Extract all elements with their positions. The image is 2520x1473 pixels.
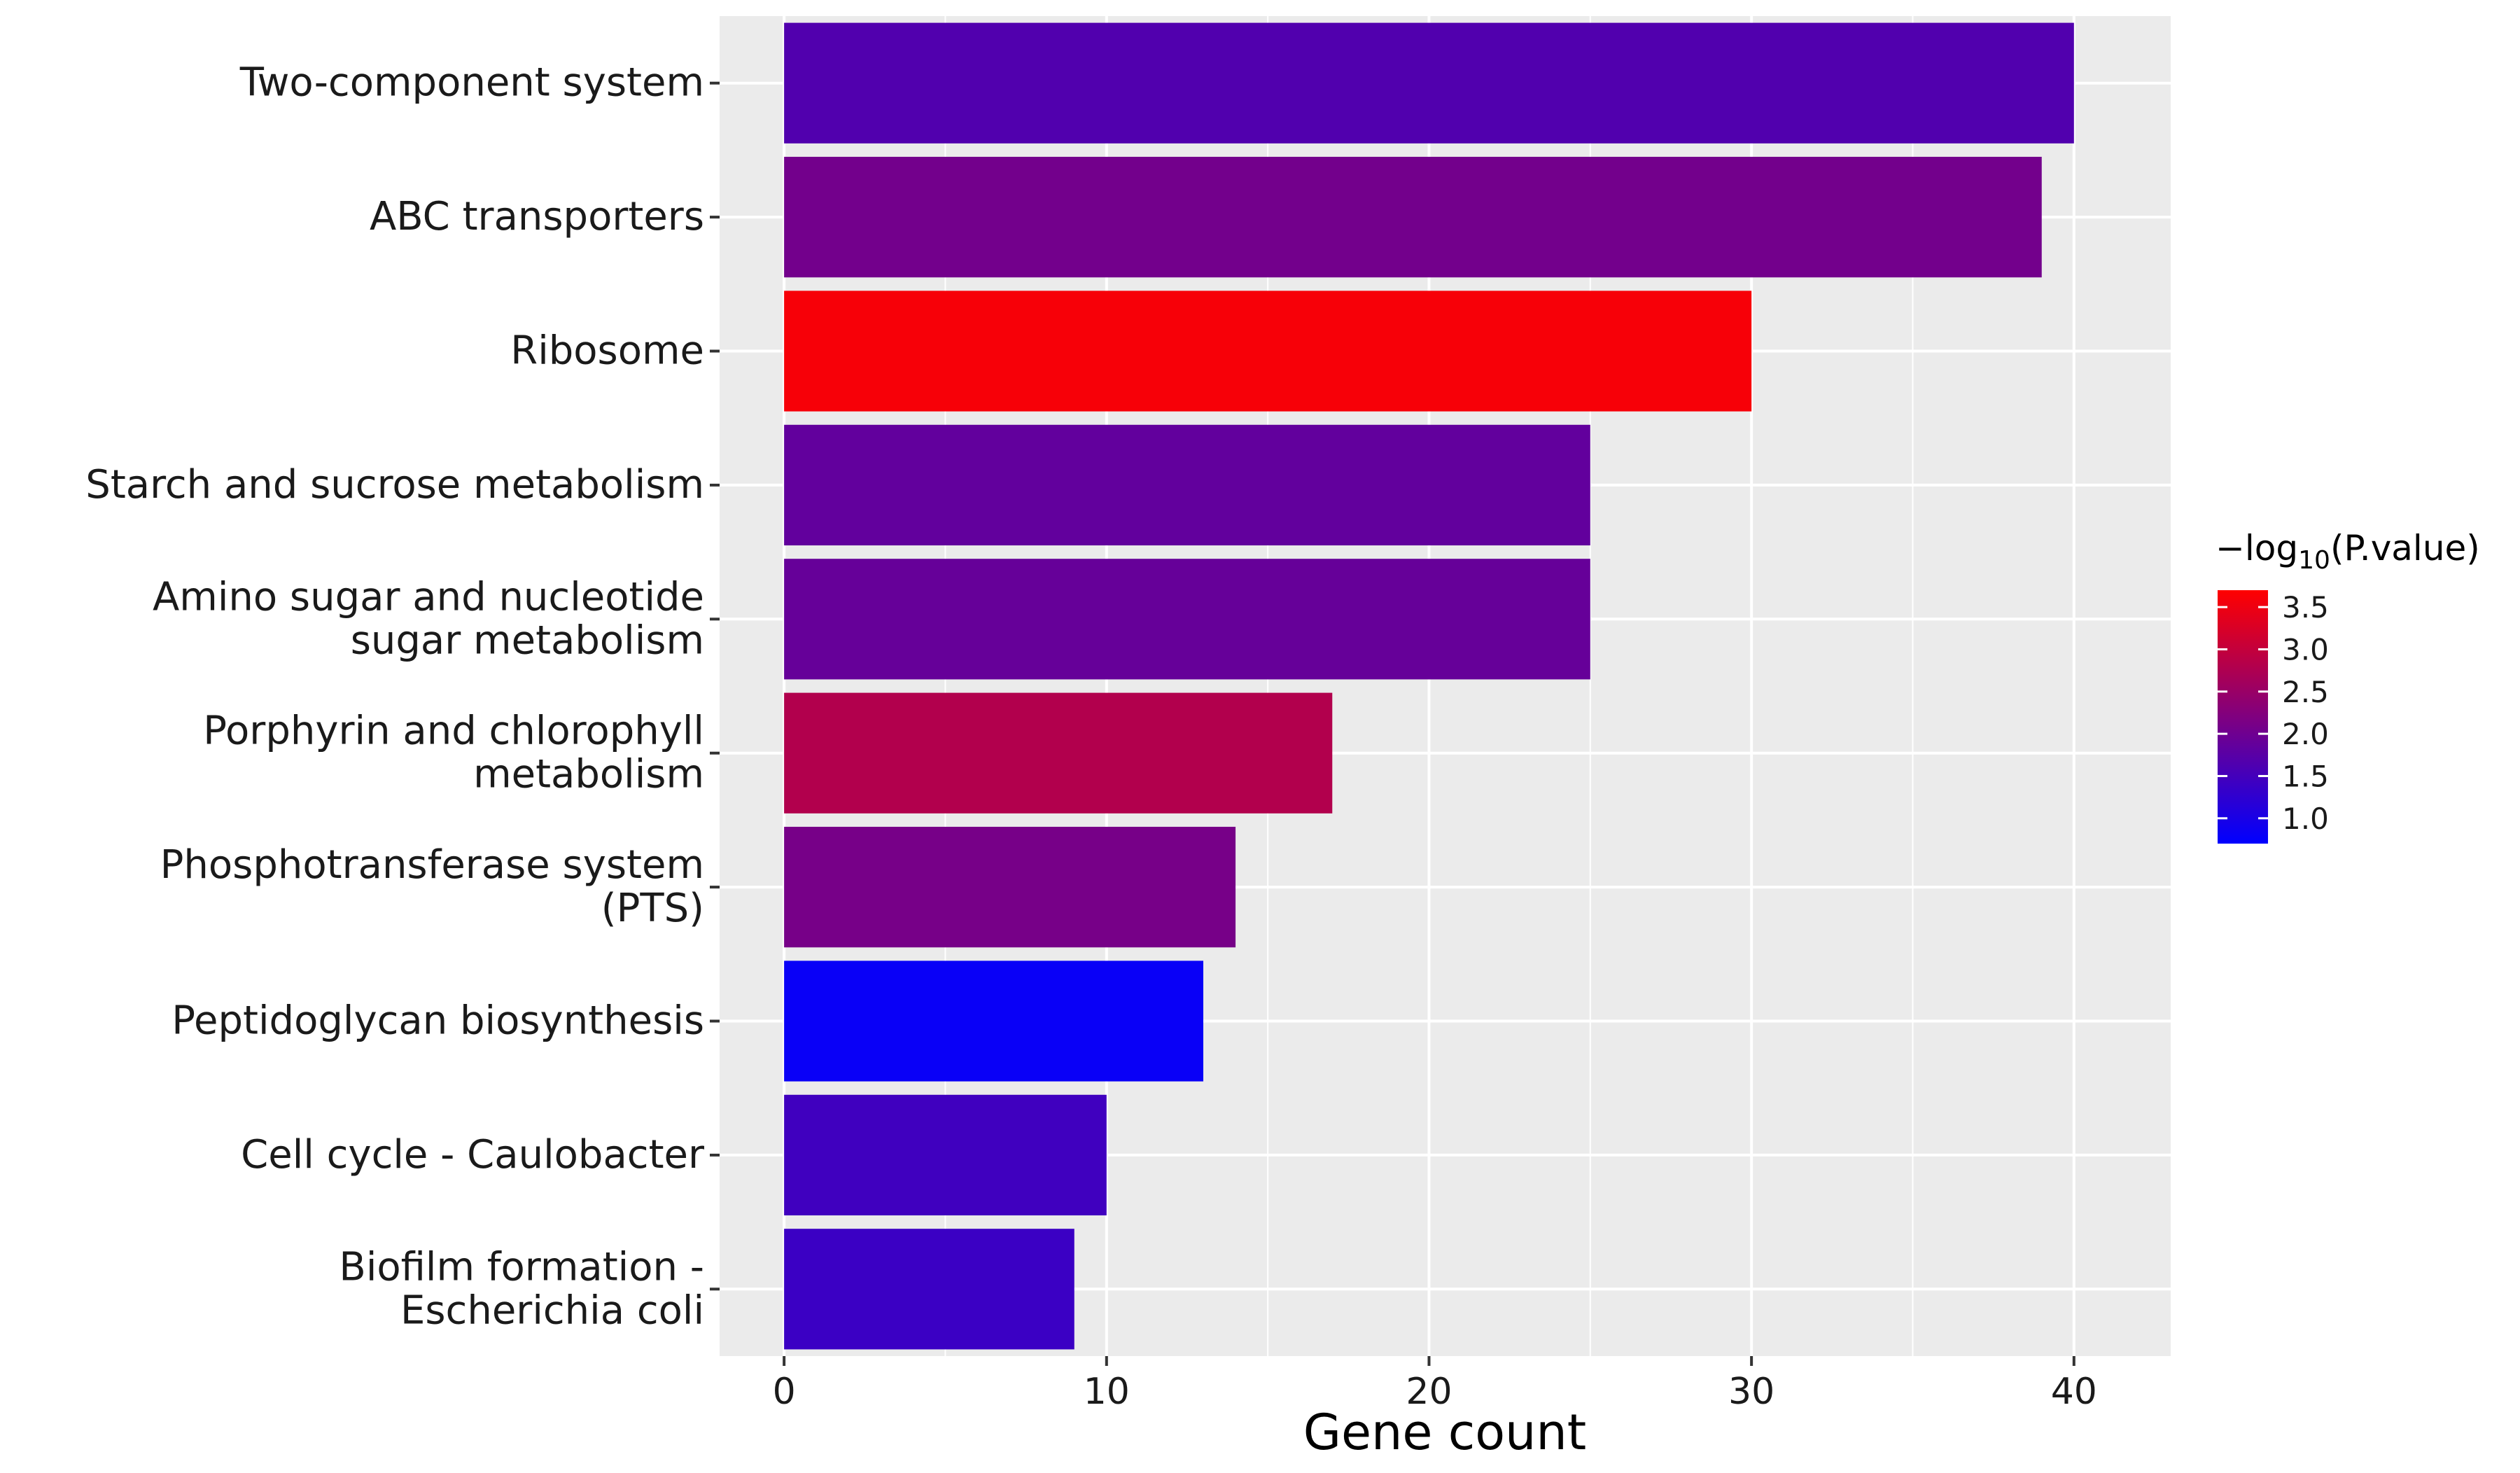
y-tick-label: metabolism xyxy=(473,752,704,797)
bar xyxy=(784,1229,1074,1350)
bar xyxy=(784,961,1203,1082)
x-axis: 0 10 20 30 40 xyxy=(773,1356,2097,1413)
y-axis: Two-component system ABC transporters Ribo… xyxy=(85,60,720,1333)
x-tick-label: 30 xyxy=(1728,1371,1774,1413)
legend-colorbar xyxy=(2218,590,2268,844)
legend-tick-label: 3.5 xyxy=(2282,590,2329,624)
x-tick-label: 0 xyxy=(773,1371,796,1413)
y-tick-label: Starch and sucrose metabolism xyxy=(85,462,704,508)
bars xyxy=(784,22,2074,1350)
bar xyxy=(784,156,2042,278)
bar xyxy=(784,559,1590,680)
legend-tick-label: 1.5 xyxy=(2282,759,2329,793)
x-axis-title: Gene count xyxy=(1303,1404,1586,1461)
y-tick-label: Two-component system xyxy=(239,60,704,106)
legend-ticks: 3.5 3.0 2.5 2.0 1.5 1.0 xyxy=(2218,590,2329,836)
y-tick-label: (PTS) xyxy=(601,886,704,931)
legend-title: −log10(P.value) xyxy=(2216,528,2480,575)
y-tick-label: Phosphotransferase system xyxy=(160,842,704,888)
x-tick-label: 40 xyxy=(2051,1371,2097,1413)
y-tick-label: Amino sugar and nucleotide xyxy=(153,574,704,620)
legend-title-prefix: −log xyxy=(2216,528,2298,568)
y-tick-label: Porphyrin and chlorophyll xyxy=(203,708,704,754)
bar xyxy=(784,692,1333,814)
legend-tick-label: 1.0 xyxy=(2282,802,2329,836)
x-tick-label: 20 xyxy=(1406,1371,1452,1413)
y-tick-label: ABC transporters xyxy=(370,194,704,239)
y-tick-label: Ribosome xyxy=(510,328,704,374)
legend-tick-label: 2.5 xyxy=(2282,675,2329,709)
y-tick-label: sugar metabolism xyxy=(351,617,704,663)
legend-tick-label: 2.0 xyxy=(2282,717,2329,751)
bar xyxy=(784,826,1236,948)
bar xyxy=(784,1094,1107,1216)
y-tick-label: Escherichia coli xyxy=(400,1287,704,1333)
y-tick-label: Biofilm formation - xyxy=(339,1244,704,1290)
y-tick-label: Peptidoglycan biosynthesis xyxy=(172,998,704,1044)
legend: −log10(P.value) 3.5 3.0 2.5 2.0 1.5 1.0 xyxy=(2216,528,2480,844)
legend-tick-label: 3.0 xyxy=(2282,632,2329,666)
legend-title-suffix: (P.value) xyxy=(2330,528,2480,568)
legend-title-subscript: 10 xyxy=(2298,546,2330,575)
x-tick-label: 10 xyxy=(1084,1371,1130,1413)
y-tick-label: Cell cycle - Caulobacter xyxy=(241,1132,705,1178)
bar xyxy=(784,291,1752,412)
bar xyxy=(784,424,1590,546)
bar xyxy=(784,22,2074,144)
